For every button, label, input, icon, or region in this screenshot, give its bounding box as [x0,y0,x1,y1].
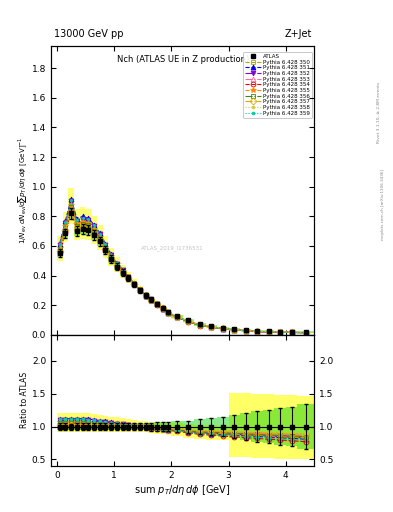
X-axis label: sum $p_T/d\eta\,d\phi$ [GeV]: sum $p_T/d\eta\,d\phi$ [GeV] [134,482,231,497]
Text: Z+Jet: Z+Jet [285,29,312,39]
Y-axis label: $1/N_{\mathrm{ev}}\ dN_{\mathrm{ev}}/d\!\sum\! p_T/d\eta\,d\phi\ [\mathrm{GeV}]^: $1/N_{\mathrm{ev}}\ dN_{\mathrm{ev}}/d\!… [16,137,29,244]
Text: ATLAS_2019_I1736531: ATLAS_2019_I1736531 [141,245,204,251]
Text: Rivet 3.1.10, ≥ 2.8M events: Rivet 3.1.10, ≥ 2.8M events [377,82,381,143]
Text: 13000 GeV pp: 13000 GeV pp [54,29,123,39]
Y-axis label: Ratio to ATLAS: Ratio to ATLAS [20,372,29,429]
Text: Nch (ATLAS UE in Z production): Nch (ATLAS UE in Z production) [117,55,249,63]
Legend: ATLAS, Pythia 6.428 350, Pythia 6.428 351, Pythia 6.428 352, Pythia 6.428 353, P: ATLAS, Pythia 6.428 350, Pythia 6.428 35… [243,52,312,118]
Text: mcplots.cern.ch [arXiv:1306.3436]: mcplots.cern.ch [arXiv:1306.3436] [381,169,385,240]
